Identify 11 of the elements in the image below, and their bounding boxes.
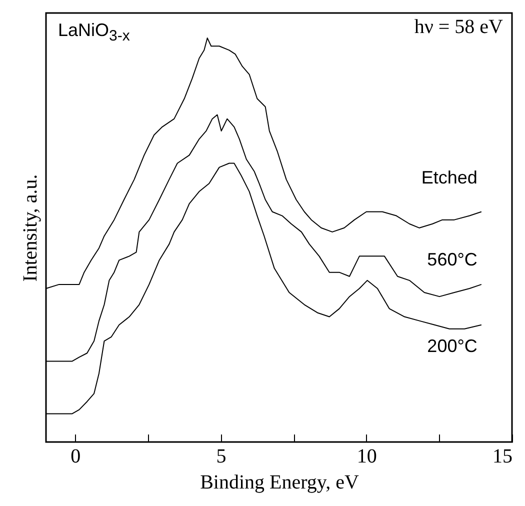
x-axis-title: Binding Energy, eV — [200, 472, 360, 494]
text: hν = 58 eV — [414, 16, 503, 39]
x-tick-label: 10 — [356, 446, 377, 468]
y-axis-title: Intensity, a.u. — [20, 174, 42, 282]
x-tick-label: 0 — [70, 446, 81, 468]
series-label: 560°C — [427, 249, 478, 270]
x-tick-label: 5 — [216, 446, 226, 468]
x-tick-label: 15 — [492, 446, 512, 468]
series-label: Etched — [421, 168, 478, 188]
series-label: 200°C — [427, 336, 478, 356]
annotation: LaNiO$_{3-x}$ — [58, 20, 130, 45]
